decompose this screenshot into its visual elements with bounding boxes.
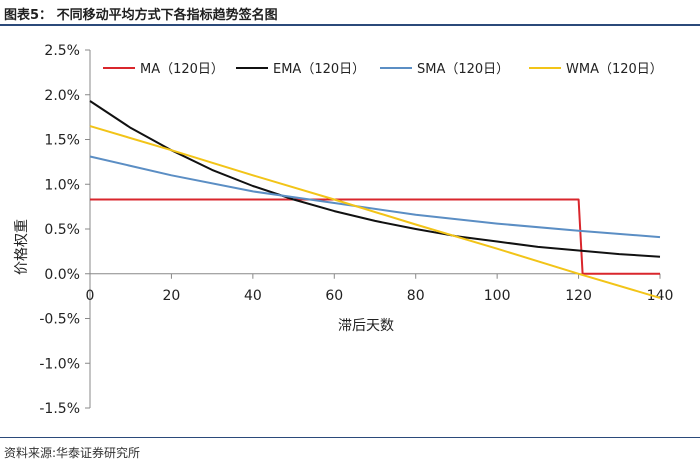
y-tick-label: -1.5%	[39, 401, 80, 417]
figure-header: 图表5： 不同移动平均方式下各指标趋势签名图	[0, 0, 700, 26]
figure-footer: 资料来源:华泰证券研究所	[0, 437, 700, 464]
figure-title: 图表5： 不同移动平均方式下各指标趋势签名图	[4, 8, 278, 23]
y-axis-label: 价格权重	[14, 219, 30, 275]
x-tick-label: 120	[565, 288, 592, 304]
axes: 2.5% 2.0% 1.5% 1.0% 0.5% 0.0% -0.5% -1.0% -1.5% 0…	[39, 43, 673, 417]
legend-label: SMA（120日）	[417, 62, 509, 77]
x-tick-label: 140	[647, 288, 674, 304]
y-tick-label: 2.5%	[44, 43, 80, 59]
source-note: 资料来源:华泰证券研究所	[4, 446, 141, 460]
legend-label: EMA（120日）	[273, 62, 365, 77]
y-tick-label: -1.0%	[39, 356, 80, 372]
series-ma-line	[90, 198, 660, 275]
y-tick-label: 1.5%	[44, 133, 80, 149]
x-tick-label: 0	[86, 288, 95, 304]
x-tick-label: 100	[484, 288, 511, 304]
legend: MA（120日） EMA（120日） SMA（120日） WMA（120日）	[103, 62, 663, 77]
legend-label: WMA（120日）	[566, 62, 663, 77]
y-tick-label: 2.0%	[44, 88, 80, 104]
y-tick-label: 1.0%	[44, 177, 80, 193]
series-ema-line	[89, 100, 661, 258]
x-tick-label: 20	[163, 288, 181, 304]
legend-label: MA（120日）	[140, 62, 224, 77]
x-tick-label: 40	[244, 288, 262, 304]
y-tick-label: 0.5%	[44, 222, 80, 238]
y-tick-label: 0.0%	[44, 267, 80, 283]
y-tick-label: -0.5%	[39, 312, 80, 328]
x-tick-label: 80	[407, 288, 425, 304]
series-layer	[89, 100, 661, 299]
x-tick-label: 60	[325, 288, 343, 304]
series-sma-line	[89, 155, 661, 239]
line-chart: 2.5% 2.0% 1.5% 1.0% 0.5% 0.0% -0.5% -1.0% -1.5% 0…	[14, 43, 673, 417]
x-axis-label: 滞后天数	[338, 318, 394, 334]
series-wma-line	[89, 125, 661, 299]
